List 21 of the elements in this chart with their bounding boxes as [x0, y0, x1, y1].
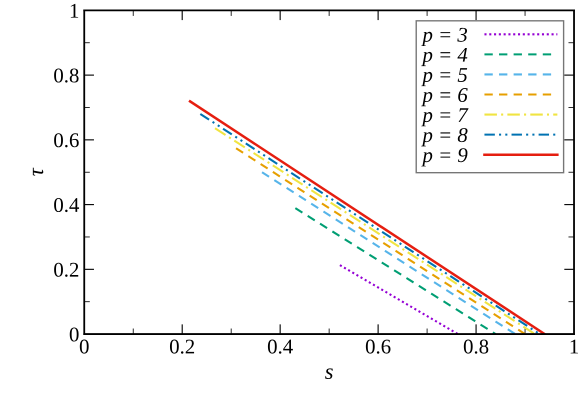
y-tick-label: 0.4	[54, 198, 80, 212]
legend-label: p = 4	[421, 48, 468, 66]
legend-label: p = 5	[421, 68, 468, 86]
legend-label: p = 8	[421, 128, 468, 146]
legend-label: p = 7	[421, 108, 468, 126]
legend-label: p = 3	[421, 28, 468, 46]
x-tick-label: 0.8	[464, 340, 488, 354]
y-tick-label: 0.6	[54, 133, 79, 148]
x-tick-label: 0	[80, 340, 89, 354]
x-tick-label: 0.2	[170, 340, 194, 354]
y-tick-label: 0.8	[54, 68, 79, 83]
x-axis-title: s	[325, 368, 333, 380]
y-tick-label: 1	[70, 4, 78, 18]
x-tick-label: 0.4	[268, 340, 293, 354]
x-tick-label: 1	[570, 340, 578, 354]
y-axis-title: τ	[32, 168, 44, 176]
x-tick-label: 0.6	[366, 340, 391, 354]
legend-label: p = 9	[421, 148, 468, 166]
y-tick-label: 0.2	[54, 262, 78, 277]
legend-label: p = 6	[421, 88, 468, 106]
y-tick-label: 0	[70, 327, 79, 342]
